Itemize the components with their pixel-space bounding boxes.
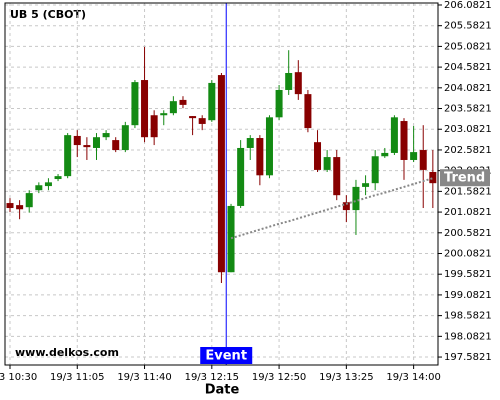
- candle-body: [256, 138, 264, 176]
- watermark: www.delkos.com: [15, 346, 119, 359]
- candle-body: [208, 82, 216, 121]
- x-tick-label: 19/3 10:30: [0, 372, 37, 383]
- x-tick-label: 19/3 13:25: [319, 372, 373, 383]
- candle-body: [246, 138, 254, 148]
- trend-line: [230, 177, 434, 240]
- candle-body: [419, 150, 427, 170]
- candle-body: [362, 183, 370, 187]
- candle-body: [237, 147, 245, 206]
- y-tick-label: 206.0821: [444, 0, 492, 11]
- candle-body: [179, 99, 187, 105]
- event-label-box: [200, 347, 253, 364]
- candle-body: [44, 182, 52, 187]
- candle-body: [16, 205, 24, 210]
- event-label: Event: [205, 349, 247, 364]
- candle-body: [381, 152, 389, 157]
- y-tick-label: 198.0821: [444, 331, 492, 342]
- candle-body: [227, 205, 235, 273]
- candle-body: [314, 142, 322, 170]
- candle-body: [410, 152, 418, 160]
- candle-body: [169, 101, 177, 114]
- candle-body: [131, 82, 139, 126]
- y-tick-label: 204.0821: [444, 83, 492, 94]
- trend-label-box: [440, 169, 490, 187]
- candle-body: [121, 125, 129, 151]
- candle-body: [73, 135, 81, 146]
- y-tick-label: 201.0821: [444, 207, 492, 218]
- y-tick-label: 199.0821: [444, 290, 492, 301]
- candle-body: [342, 202, 350, 211]
- candle-body: [352, 186, 360, 211]
- candle-body: [83, 145, 91, 148]
- y-tick-label: 204.5821: [444, 62, 492, 73]
- candle-body: [35, 185, 43, 191]
- candle-body: [217, 75, 225, 273]
- candle-body: [304, 94, 312, 129]
- candle-body: [64, 135, 72, 177]
- y-tick-label: 205.5821: [444, 21, 492, 32]
- x-tick-label: 19/3 11:05: [50, 372, 104, 383]
- y-tick-label: 198.5821: [444, 311, 492, 322]
- candle-body: [6, 203, 14, 209]
- candle-body: [112, 140, 120, 151]
- y-tick-label: 200.5821: [444, 228, 492, 239]
- candle-body: [400, 121, 408, 160]
- y-tick-label: 203.0821: [444, 124, 492, 135]
- candle-body: [390, 117, 398, 153]
- y-tick-label: 200.0821: [444, 248, 492, 259]
- y-tick-label: 202.5821: [444, 145, 492, 156]
- candle-body: [265, 117, 273, 176]
- candle-body: [285, 72, 293, 90]
- candle-body: [160, 113, 168, 116]
- y-tick-label: 205.0821: [444, 41, 492, 52]
- candle-body: [429, 171, 437, 184]
- x-tick-label: 19/3 11:40: [117, 372, 171, 383]
- y-tick-label: 201.5821: [444, 186, 492, 197]
- x-tick-label: 19/3 12:15: [185, 372, 239, 383]
- chart-title: UB 5 (CBOT): [10, 8, 86, 21]
- candle-body: [275, 89, 283, 118]
- candle-body: [294, 72, 302, 95]
- candle-body: [141, 80, 149, 138]
- y-tick-label: 203.5821: [444, 104, 492, 115]
- x-tick-label: 19/3 14:00: [386, 372, 440, 383]
- candle-body: [371, 156, 379, 184]
- trend-label: Trend: [444, 171, 485, 186]
- plot-frame: [4, 2, 439, 366]
- candle-body: [102, 133, 110, 138]
- x-axis-label: Date: [205, 383, 240, 398]
- candle-body: [150, 115, 158, 138]
- candle-body: [333, 157, 341, 196]
- y-tick-label: 197.5821: [444, 352, 492, 363]
- candle-body: [323, 157, 331, 170]
- y-tick-label: 199.5821: [444, 269, 492, 280]
- x-tick-label: 19/3 12:50: [252, 372, 306, 383]
- candle-body: [198, 118, 206, 124]
- candle-body: [189, 116, 197, 119]
- candle-body: [54, 176, 62, 180]
- candle-body: [92, 137, 100, 148]
- candle-body: [25, 193, 33, 208]
